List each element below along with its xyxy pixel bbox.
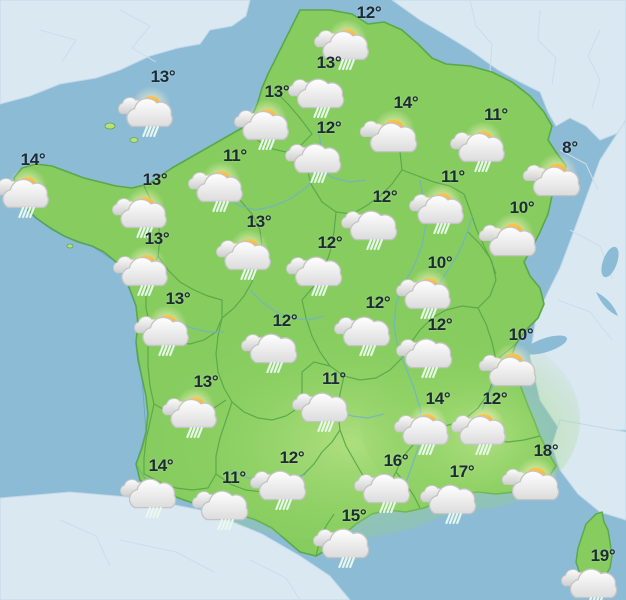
temperature-label: 13° (165, 289, 191, 308)
temperature-label: 15° (341, 506, 367, 525)
temperature-label: 10° (509, 198, 535, 217)
temperature-label: 12° (317, 233, 343, 252)
temperature-label: 10° (427, 253, 453, 272)
temperature-label: 8° (562, 138, 578, 157)
temperature-label: 11° (223, 146, 247, 165)
temperature-label: 12° (372, 187, 398, 206)
temperature-label: 14° (20, 150, 46, 169)
temperature-label: 13° (193, 372, 219, 391)
temperature-label: 13° (264, 82, 290, 101)
temperature-label: 12° (316, 118, 342, 137)
temperature-label: 12° (356, 3, 382, 22)
temperature-label: 12° (482, 389, 508, 408)
temperature-label: 13° (316, 53, 342, 72)
temperature-label: 14° (393, 93, 419, 112)
temperature-label: 13° (144, 229, 170, 248)
coastline (15, 191, 153, 491)
temperature-label: 18° (533, 441, 559, 460)
temperature-label: 12° (272, 311, 298, 330)
temperature-label: 17° (449, 462, 475, 481)
temperature-label: 12° (279, 448, 305, 467)
neighbour-admin-lines (39, 0, 613, 600)
temperature-label: 13° (246, 212, 272, 231)
temperature-label: 19° (590, 546, 616, 565)
temperature-label: 11° (222, 468, 246, 487)
temperature-label: 12° (427, 315, 453, 334)
temperature-label: 14° (148, 456, 174, 475)
temperature-label: 11° (441, 167, 465, 186)
temperature-label: 12° (365, 293, 391, 312)
temperature-label: 11° (322, 369, 346, 388)
temperature-label: 16° (383, 451, 409, 470)
temperature-label: 13° (150, 67, 176, 86)
temperature-label: 10° (508, 325, 534, 344)
temperature-label: 14° (425, 389, 451, 408)
temperature-label: 13° (142, 170, 168, 189)
temperature-label: 11° (484, 105, 508, 124)
